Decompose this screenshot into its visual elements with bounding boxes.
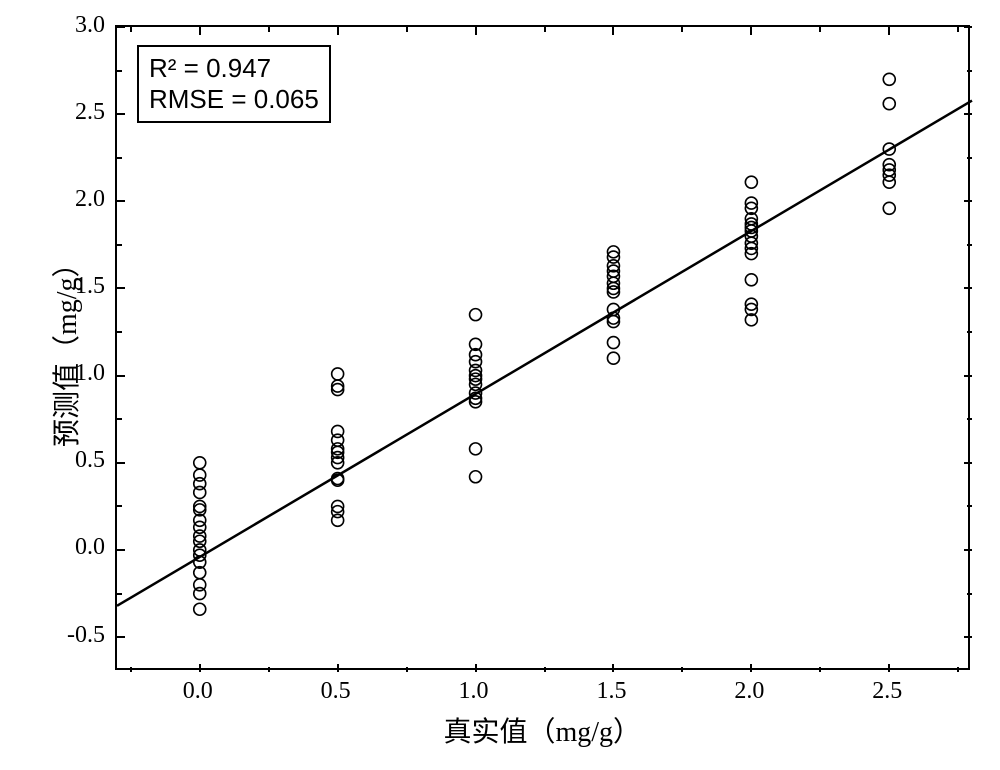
legend-r2: R² = 0.947 — [149, 53, 319, 84]
plot-svg — [117, 27, 972, 672]
legend-rmse: RMSE = 0.065 — [149, 84, 319, 115]
legend-box: R² = 0.947 RMSE = 0.065 — [137, 45, 331, 123]
figure-root: R² = 0.947 RMSE = 0.065 0.00.51.01.52.02… — [0, 0, 1000, 770]
y-axis-label: 预测值（mg/g） — [45, 249, 85, 447]
plot-area: R² = 0.947 RMSE = 0.065 — [115, 25, 970, 670]
x-axis-label: 真实值（mg/g） — [444, 710, 642, 750]
